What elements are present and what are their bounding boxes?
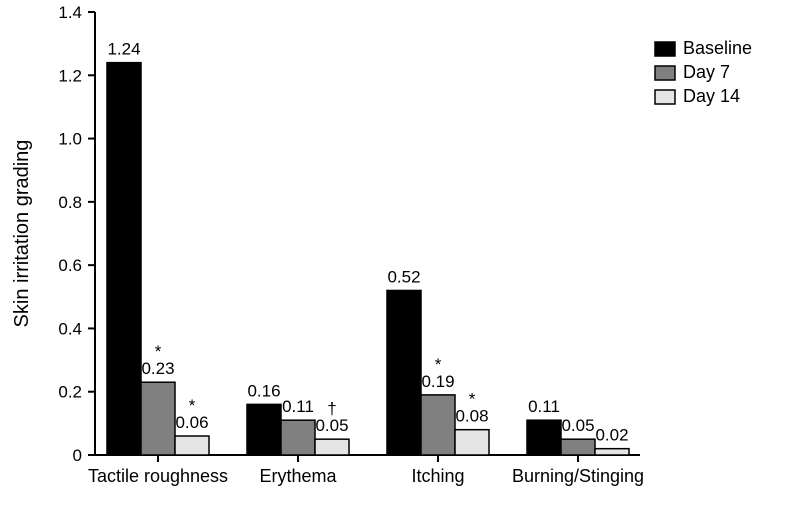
bar-value-label: 0.05 [561,416,594,435]
bar-value-label: 0.08 [455,407,488,426]
bar-chart: 0 0.2 0.4 0.6 0.8 1.0 1.2 1.4 Skin irritation gr… [0,0,800,512]
chart-container: 0 0.2 0.4 0.6 0.8 1.0 1.2 1.4 Skin irritation gr… [0,0,800,512]
bar-value-label: 0.11 [282,397,314,416]
significance-marker: * [435,355,442,374]
category-label: Itching [411,466,464,486]
legend-swatch [655,90,675,104]
bar-value-label: 1.24 [107,40,140,59]
category-label: Tactile roughness [88,466,228,486]
bar [281,420,315,455]
bar [455,430,489,455]
y-tick-label: 1.4 [58,3,82,22]
bar-value-label: 0.05 [315,416,348,435]
bar [387,290,421,455]
y-tick-label: 1.0 [58,130,82,149]
bar-value-label: 0.02 [595,426,628,445]
significance-marker: * [155,342,162,361]
y-tick-label: 0.2 [58,383,82,402]
significance-marker: * [189,396,196,415]
bar-value-label: 0.11 [528,397,560,416]
y-tick-label: 0.8 [58,193,82,212]
bar [527,420,561,455]
bar [247,404,281,455]
legend-swatch [655,66,675,80]
bar-value-label: 0.23 [141,359,174,378]
bar [421,395,455,455]
bar-value-label: 0.52 [387,267,420,286]
bar [107,63,141,455]
bar-value-label: 0.06 [175,413,208,432]
bar [595,449,629,455]
bar [561,439,595,455]
y-tick-label: 0.4 [58,319,82,338]
bar-value-label: 0.16 [247,381,280,400]
y-axis-label: Skin irritation grading [11,140,33,328]
legend-label: Baseline [683,38,752,58]
category-label: Burning/Stinging [512,466,644,486]
y-tick-label: 0 [73,446,82,465]
significance-marker: * [469,390,476,409]
legend-label: Day 7 [683,62,730,82]
significance-marker: † [327,399,336,418]
y-tick-label: 1.2 [58,66,82,85]
y-tick-label: 0.6 [58,256,82,275]
bar [315,439,349,455]
bar-value-label: 0.19 [421,372,454,391]
legend-swatch [655,42,675,56]
legend-label: Day 14 [683,86,740,106]
bar [175,436,209,455]
category-label: Erythema [259,466,337,486]
bar [141,382,175,455]
